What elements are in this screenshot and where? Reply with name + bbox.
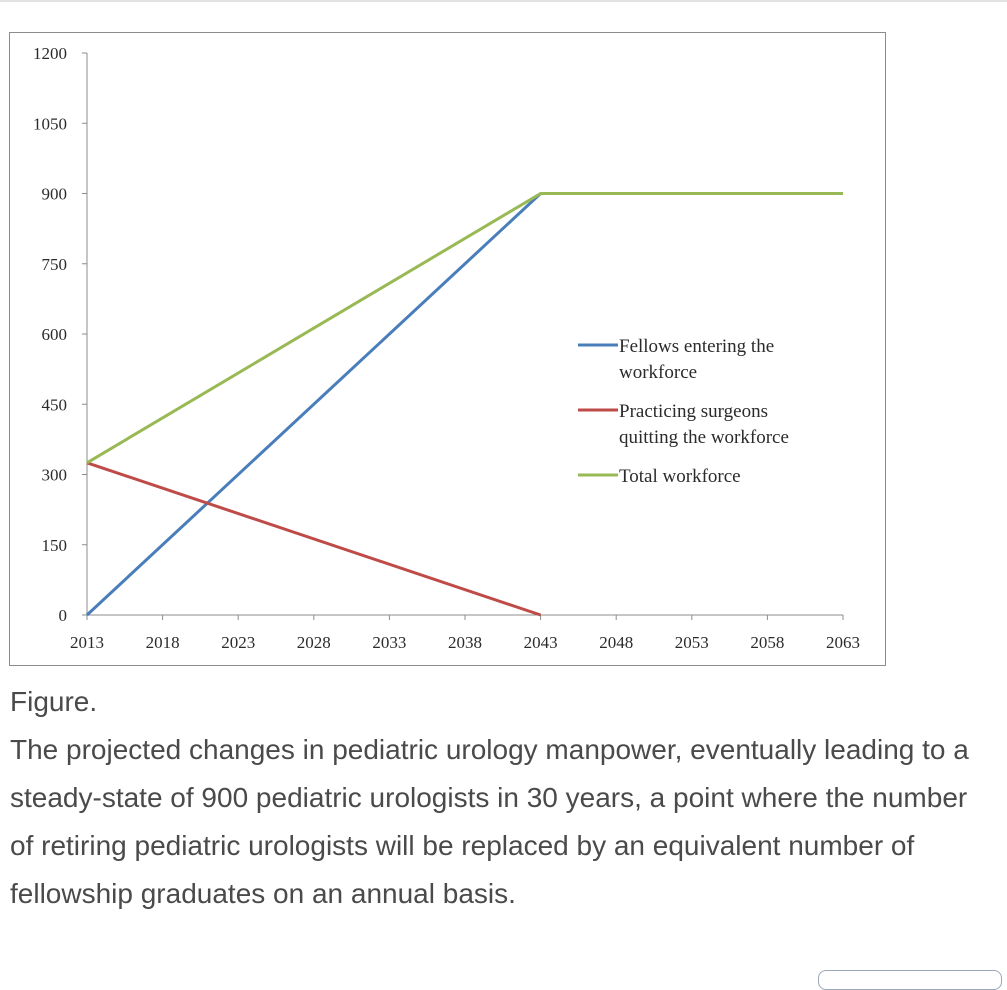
top-divider — [0, 0, 1007, 2]
legend-label-3: Total workforce — [619, 466, 741, 487]
series-line-1 — [85, 192, 542, 617]
x-tick-label: 2053 — [675, 633, 709, 652]
chart-frame — [9, 32, 886, 666]
legend-label-2: quitting the workforce — [619, 427, 789, 448]
legend-label-1: workforce — [619, 362, 697, 383]
x-tick-label: 2013 — [70, 633, 104, 652]
x-tick-label: 2018 — [146, 633, 180, 652]
y-tick-label: 0 — [59, 606, 68, 625]
x-tick-label: 2028 — [297, 633, 331, 652]
partial-button[interactable] — [818, 970, 1002, 990]
legend-label-2: Practicing surgeons — [619, 401, 768, 422]
y-tick-label: 900 — [42, 185, 68, 204]
y-tick-label: 600 — [42, 325, 68, 344]
x-tick-label: 2048 — [599, 633, 633, 652]
line-chart: 0 150 300 450 600 750 900 1050 1200 2013 2018 2023 2… — [33, 44, 860, 652]
y-tick-label: 300 — [42, 466, 68, 485]
caption-text: The projected changes in pediatric urolo… — [10, 734, 969, 909]
legend-label-1: Fellows entering the — [619, 336, 774, 357]
y-tick-label: 1200 — [33, 44, 67, 63]
series-line-3 — [86, 192, 843, 465]
x-tick-label: 2038 — [448, 633, 482, 652]
series-line-2 — [86, 461, 542, 617]
chart-legend: Fellows entering the workforce Practicing … — [578, 336, 789, 487]
x-tick-label: 2043 — [524, 633, 558, 652]
y-tick-label: 1050 — [33, 114, 67, 133]
figure-caption: Figure. The projected changes in pediatr… — [10, 678, 970, 918]
y-tick-label: 150 — [42, 536, 68, 555]
x-tick-label: 2063 — [826, 633, 860, 652]
y-tick-label: 450 — [42, 395, 68, 414]
x-tick-label: 2058 — [750, 633, 784, 652]
x-tick-label: 2033 — [372, 633, 406, 652]
chart-series — [85, 192, 843, 617]
x-tick-label: 2023 — [221, 633, 255, 652]
chart-axes: 0 150 300 450 600 750 900 1050 1200 2013 2018 2023 2… — [33, 44, 860, 652]
caption-title: Figure. — [10, 686, 98, 717]
y-tick-label: 750 — [42, 255, 68, 274]
